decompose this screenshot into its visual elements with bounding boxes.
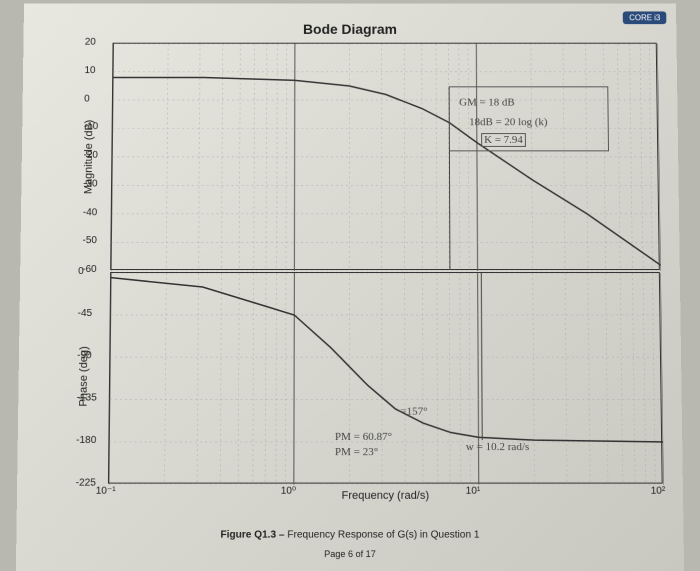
page-number: Page 6 of 17: [16, 549, 684, 559]
chart-title: Bode Diagram: [24, 4, 677, 37]
mag-ytick: 10: [84, 65, 95, 76]
xtick: 10⁻¹: [96, 486, 116, 497]
phase-ytick: 0: [78, 266, 84, 277]
mag-ytick: -20: [83, 150, 97, 161]
annotation-k: K = 7.94: [481, 133, 526, 147]
magnitude-panel: [110, 43, 660, 270]
phase-ytick: -90: [77, 350, 92, 361]
mag-ytick: -40: [83, 207, 98, 218]
xtick: 10⁰: [281, 486, 296, 497]
annotation-gm: GM = 18 dB: [459, 97, 515, 109]
plot-area: Magnitude (dB) Phase (deg) Frequency (ra…: [108, 43, 663, 482]
phase-ytick: -135: [77, 392, 97, 403]
annotation-w: w = 10.2 rad/s: [466, 441, 530, 453]
caption-text: Frequency Response of G(s) in Question 1: [287, 529, 479, 540]
figure-caption: Figure Q1.3 – Frequency Response of G(s)…: [16, 529, 683, 540]
mag-ytick: -60: [82, 264, 97, 275]
mag-ytick: -30: [83, 178, 98, 189]
mag-ytick: 0: [84, 93, 90, 104]
badge: CORE i3: [623, 11, 666, 24]
annotation-pm2: PM = 23°: [335, 446, 378, 458]
phase-ytick: -45: [78, 308, 93, 319]
xtick: 10¹: [466, 486, 481, 497]
magnitude-svg: [111, 44, 661, 271]
phase-svg: [109, 273, 664, 485]
annotation-pm1: PM = 60.87°: [335, 431, 392, 443]
annotation-pm-mark: =157°: [400, 406, 427, 418]
mag-ytick: 20: [85, 37, 96, 48]
phase-ytick: -225: [76, 478, 96, 489]
xtick: 10²: [651, 486, 666, 497]
annotation-eq: 18dB = 20 log (k): [469, 116, 547, 128]
mag-ytick: -10: [84, 122, 98, 133]
mag-ytick: -50: [82, 235, 97, 246]
phase-ytick: -180: [76, 435, 96, 446]
phase-panel: [108, 272, 663, 484]
x-axis-label: Frequency (rad/s): [108, 490, 663, 504]
caption-prefix: Figure Q1.3 –: [220, 529, 287, 540]
